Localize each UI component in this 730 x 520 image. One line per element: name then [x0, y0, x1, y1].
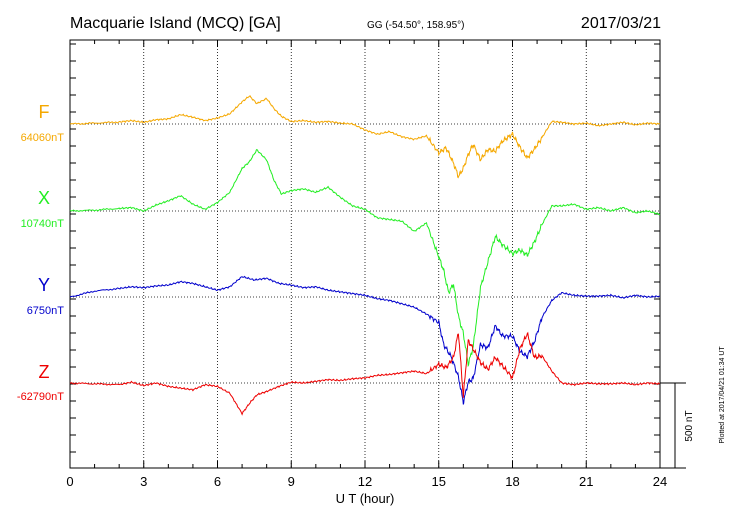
x-axis-label: U T (hour)	[336, 491, 395, 506]
x-tick-label: 24	[653, 474, 667, 489]
x-tick-label: 6	[214, 474, 221, 489]
axis-ticks	[69, 40, 661, 468]
series-name-z: Z	[39, 362, 50, 382]
x-tick-label: 15	[432, 474, 446, 489]
series-line-f	[69, 95, 661, 179]
chart-title: Macquarie Island (MCQ) [GA]	[70, 15, 281, 32]
scale-bar: 500 nT	[660, 382, 695, 469]
station-coordinates: GG (-54.50°, 158.95°)	[367, 20, 465, 31]
series-name-f: F	[39, 102, 50, 122]
series-baseline-x: 10740nT	[21, 218, 65, 230]
x-tick-label: 3	[140, 474, 147, 489]
x-tick-label: 0	[66, 474, 73, 489]
series-line-z	[69, 331, 661, 416]
series-line-x	[69, 148, 661, 368]
series-lines	[69, 95, 661, 416]
x-tick-label: 9	[288, 474, 295, 489]
series-baseline-y: 6750nT	[27, 305, 65, 317]
series-line-y	[69, 275, 661, 405]
x-tick-label: 12	[358, 474, 372, 489]
baselines	[70, 123, 660, 384]
chart-date: 2017/03/21	[581, 15, 661, 32]
series-name-x: X	[38, 188, 50, 208]
grid	[143, 40, 587, 468]
scale-bar-label: 500 nT	[684, 410, 695, 441]
plotted-timestamp: Plotted at 2017/04/21 01:34 UT	[719, 346, 726, 444]
x-tick-labels: 0 3 6 9 12 15 18 21 24	[66, 474, 667, 489]
x-tick-label: 21	[579, 474, 593, 489]
x-tick-label: 18	[505, 474, 519, 489]
series-labels: F 64060nT X 10740nT Y 6750nT Z -62790nT	[17, 102, 64, 403]
series-name-y: Y	[38, 275, 50, 295]
series-baseline-z: -62790nT	[17, 391, 64, 403]
series-baseline-f: 64060nT	[21, 132, 65, 144]
